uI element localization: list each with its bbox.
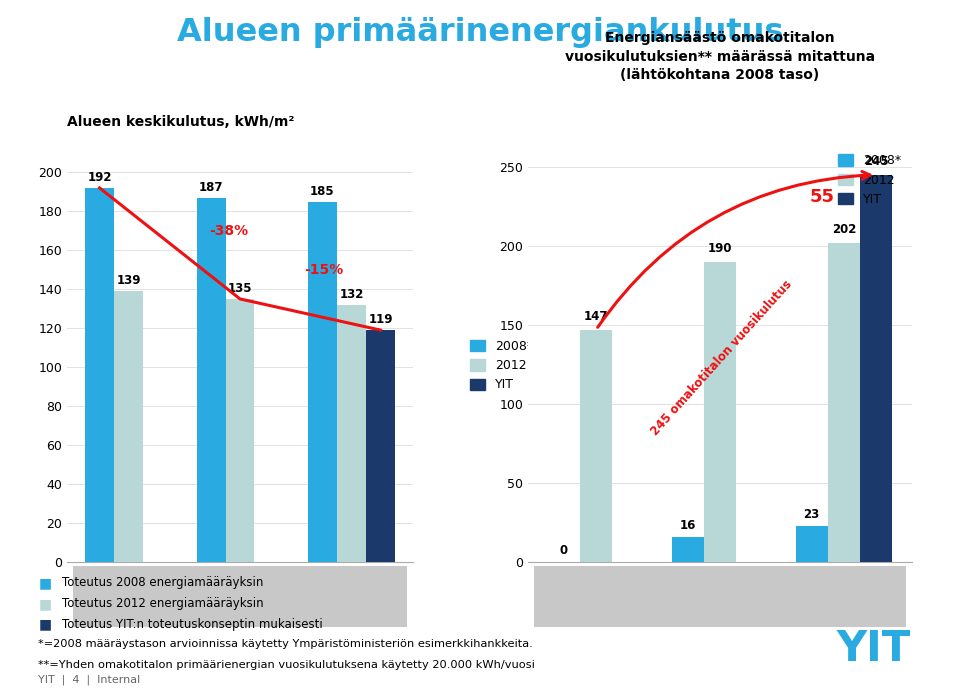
FancyBboxPatch shape (184, 566, 296, 627)
Text: Alueen primäärinenergiankulutus: Alueen primäärinenergiankulutus (177, 17, 783, 48)
Text: 202: 202 (831, 223, 856, 237)
Legend: 2008*, 2012, YIT: 2008*, 2012, YIT (832, 149, 905, 211)
Text: *=2008 määräystason arvioinnissa käytetty Ympäristöministeriön esimerkkihankkeit: *=2008 määräystason arvioinnissa käytett… (38, 639, 533, 648)
Bar (704, 262, 736, 562)
Bar (226, 299, 254, 562)
Text: 119: 119 (369, 313, 393, 326)
Text: Alueen keskikulutus, kWh/m²: Alueen keskikulutus, kWh/m² (67, 115, 295, 129)
FancyBboxPatch shape (534, 566, 658, 627)
Text: 147: 147 (584, 310, 609, 323)
Text: 55: 55 (809, 188, 834, 206)
Text: 192: 192 (87, 171, 111, 184)
Text: Energiansäästö omakotitalon
vuosikulutuksien** määrässä mitattuna
(lähtökohtana : Energiansäästö omakotitalon vuosikulutuk… (564, 31, 876, 82)
Text: ■: ■ (38, 576, 52, 590)
Text: -38%: -38% (208, 223, 248, 237)
Text: 245: 245 (864, 156, 888, 168)
FancyBboxPatch shape (658, 566, 782, 627)
Bar (860, 174, 892, 562)
Text: 190: 190 (708, 242, 732, 255)
FancyBboxPatch shape (296, 566, 407, 627)
Text: 0: 0 (560, 544, 568, 557)
Bar (337, 305, 366, 562)
Text: 245 omakotitalon vuosikulutus: 245 omakotitalon vuosikulutus (648, 279, 794, 438)
Text: YIT: YIT (836, 628, 911, 670)
Text: 135: 135 (228, 282, 252, 295)
Text: ■: ■ (38, 597, 52, 611)
Text: -15%: -15% (304, 262, 344, 276)
Bar (828, 243, 860, 562)
FancyBboxPatch shape (782, 566, 906, 627)
Text: 185: 185 (310, 185, 335, 198)
Text: Toteutus YIT:n toteutuskonseptin mukaisesti: Toteutus YIT:n toteutuskonseptin mukaise… (62, 618, 324, 631)
Text: 23: 23 (804, 508, 820, 521)
Bar (308, 202, 337, 562)
Bar (114, 291, 143, 562)
Bar (197, 198, 226, 562)
Text: 139: 139 (116, 274, 141, 288)
Bar (580, 329, 612, 562)
Text: YIT  |  4  |  Internal: YIT | 4 | Internal (38, 675, 141, 685)
Bar (796, 526, 828, 562)
Text: ■: ■ (38, 618, 52, 632)
FancyBboxPatch shape (73, 566, 184, 627)
Text: Toteutus 2012 energiamääräyksin: Toteutus 2012 energiamääräyksin (62, 597, 264, 610)
Bar (85, 188, 114, 562)
Text: Toteutus 2008 energiamääräyksin: Toteutus 2008 energiamääräyksin (62, 576, 264, 589)
Bar (366, 330, 395, 562)
Legend: 2008*, 2012, YIT: 2008*, 2012, YIT (465, 335, 538, 396)
Bar (672, 537, 704, 562)
Text: **=Yhden omakotitalon primäärienergian vuosikulutuksena käytetty 20.000 kWh/vuos: **=Yhden omakotitalon primäärienergian v… (38, 660, 536, 669)
Text: 16: 16 (680, 519, 696, 532)
Text: 187: 187 (199, 181, 224, 194)
Text: 132: 132 (339, 288, 364, 301)
